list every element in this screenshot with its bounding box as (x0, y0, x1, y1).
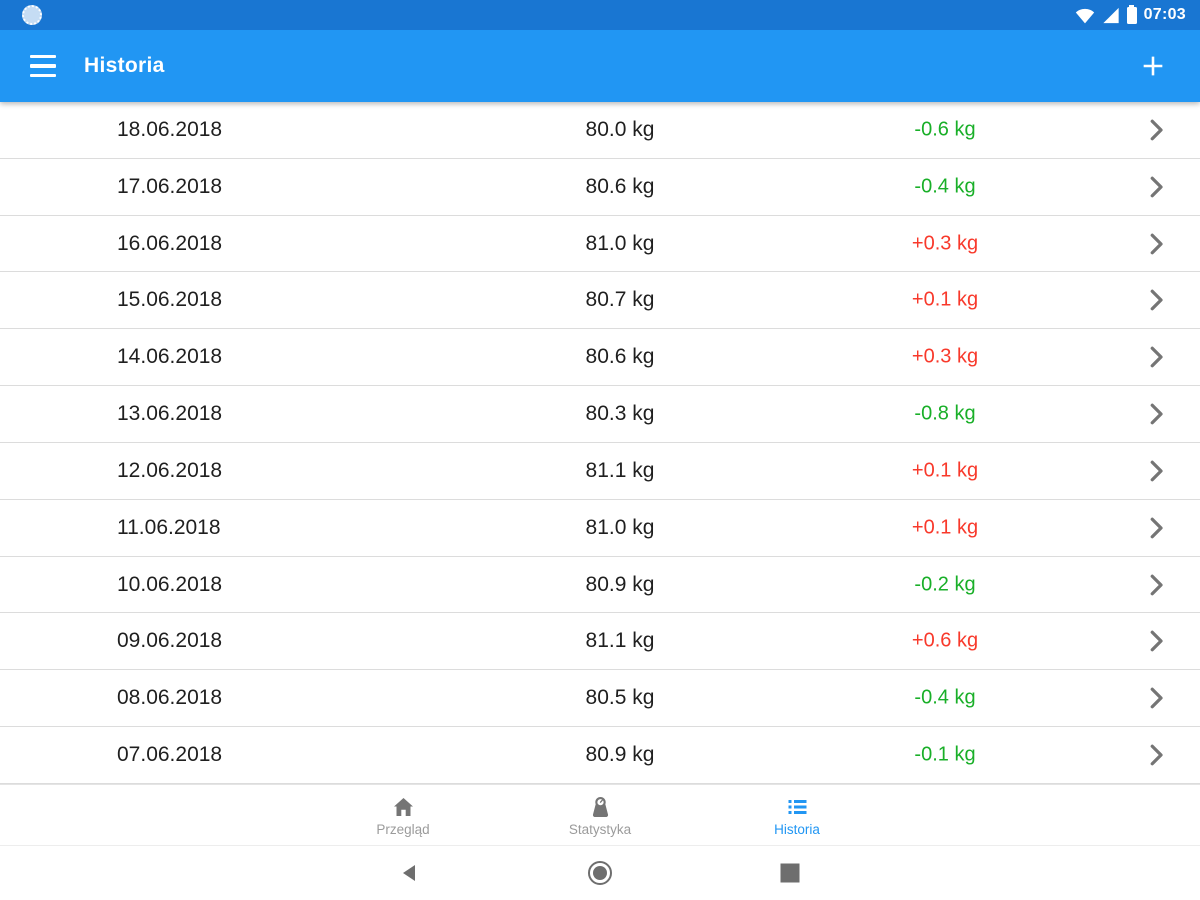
row-change: +0.1 kg (911, 516, 979, 539)
row-date: 16.06.2018 (117, 231, 223, 255)
row-weight: 80.9 kg (585, 743, 655, 767)
table-row[interactable]: 16.06.2018 81.0 kg +0.3 kg (0, 215, 1200, 273)
nav-item-przeglad[interactable]: Przegląd (305, 793, 502, 837)
row-weight: 80.0 kg (585, 117, 655, 141)
app-bar: Historia (0, 30, 1200, 102)
row-weight: 80.6 kg (585, 174, 655, 198)
row-weight: 81.0 kg (585, 231, 655, 255)
table-row[interactable]: 07.06.2018 80.9 kg -0.1 kg (0, 727, 1200, 784)
row-change: -0.4 kg (914, 686, 976, 709)
signal-icon (1102, 7, 1119, 23)
row-weight: 81.1 kg (585, 458, 655, 482)
row-weight: 80.6 kg (585, 345, 655, 369)
table-row[interactable]: 14.06.2018 80.6 kg +0.3 kg (0, 329, 1200, 387)
android-nav-bar (0, 845, 1200, 900)
nav-label: Statystyka (568, 822, 632, 837)
row-date: 14.06.2018 (117, 345, 223, 369)
status-time: 07:03 (1143, 6, 1186, 23)
row-change: +0.1 kg (911, 288, 979, 311)
row-change: +0.1 kg (911, 459, 979, 482)
row-date: 17.06.2018 (117, 174, 223, 198)
table-row[interactable]: 09.06.2018 81.1 kg +0.6 kg (0, 613, 1200, 671)
chevron-right-icon[interactable] (1141, 342, 1171, 372)
chevron-right-icon[interactable] (1141, 626, 1171, 656)
home-icon (393, 798, 413, 816)
chevron-right-icon[interactable] (1141, 172, 1171, 202)
row-date: 18.06.2018 (117, 117, 223, 141)
row-date: 07.06.2018 (117, 743, 223, 767)
row-change: -0.2 kg (914, 573, 976, 596)
row-date: 09.06.2018 (117, 629, 223, 653)
table-row[interactable]: 10.06.2018 80.9 kg -0.2 kg (0, 556, 1200, 614)
bottom-nav: Przegląd Statystyka Historia (0, 784, 1200, 845)
chevron-right-icon[interactable] (1141, 740, 1171, 770)
table-row[interactable]: 11.06.2018 81.0 kg +0.1 kg (0, 499, 1200, 557)
row-date: 13.06.2018 (117, 402, 223, 426)
row-date: 12.06.2018 (117, 458, 223, 482)
page-title: Historia (84, 54, 165, 77)
add-entry-button[interactable] (1136, 49, 1170, 83)
table-row[interactable]: 13.06.2018 80.3 kg -0.8 kg (0, 386, 1200, 443)
home-button[interactable] (586, 859, 614, 887)
hamburger-icon (30, 64, 56, 68)
hamburger-icon (30, 55, 56, 59)
chevron-right-icon[interactable] (1141, 115, 1171, 145)
table-row[interactable]: 15.06.2018 80.7 kg +0.1 kg (0, 272, 1200, 330)
row-weight: 81.1 kg (585, 629, 655, 653)
row-weight: 80.3 kg (585, 402, 655, 426)
wifi-icon (1075, 8, 1094, 23)
row-date: 15.06.2018 (117, 288, 223, 312)
recents-button[interactable] (780, 863, 800, 883)
nav-label: Przegląd (376, 822, 430, 837)
list-icon (788, 800, 806, 814)
row-weight: 81.0 kg (585, 515, 655, 539)
table-row[interactable]: 18.06.2018 80.0 kg -0.6 kg (0, 102, 1200, 159)
row-weight: 80.9 kg (585, 572, 655, 596)
home-circle-icon (588, 861, 612, 885)
row-date: 08.06.2018 (117, 686, 223, 710)
plus-icon (1143, 56, 1163, 76)
status-icons: 07:03 (1075, 4, 1186, 24)
row-date: 11.06.2018 (117, 515, 221, 539)
row-change: -0.4 kg (914, 175, 976, 198)
row-weight: 80.5 kg (585, 686, 655, 710)
status-bar: 07:03 (0, 0, 1200, 30)
nav-item-statystyka[interactable]: Statystyka (502, 793, 699, 837)
nav-label: Historia (774, 822, 820, 837)
chevron-right-icon[interactable] (1141, 683, 1171, 713)
scale-icon (592, 797, 608, 817)
nav-item-historia[interactable]: Historia (699, 793, 896, 837)
back-button[interactable] (398, 861, 422, 885)
recents-square-icon (780, 863, 800, 883)
row-date: 10.06.2018 (117, 572, 223, 596)
chevron-right-icon[interactable] (1141, 229, 1171, 259)
chevron-right-icon[interactable] (1141, 399, 1171, 429)
notification-circle-icon (22, 5, 42, 25)
row-change: +0.3 kg (911, 232, 979, 255)
chevron-right-icon[interactable] (1141, 513, 1171, 543)
table-row[interactable]: 12.06.2018 81.1 kg +0.1 kg (0, 442, 1200, 500)
table-row[interactable]: 08.06.2018 80.5 kg -0.4 kg (0, 670, 1200, 728)
table-row[interactable]: 17.06.2018 80.6 kg -0.4 kg (0, 158, 1200, 216)
row-change: +0.3 kg (911, 345, 979, 368)
chevron-right-icon[interactable] (1141, 456, 1171, 486)
back-icon (403, 865, 415, 881)
row-change: -0.1 kg (914, 743, 976, 766)
row-change: -0.6 kg (914, 118, 976, 141)
chevron-right-icon[interactable] (1141, 285, 1171, 315)
menu-button[interactable] (30, 55, 58, 77)
row-weight: 80.7 kg (585, 288, 655, 312)
chevron-right-icon[interactable] (1141, 570, 1171, 600)
hamburger-icon (30, 73, 56, 77)
battery-icon (1126, 4, 1137, 24)
row-change: -0.8 kg (914, 402, 976, 425)
row-change: +0.6 kg (911, 629, 979, 652)
history-list: 18.06.2018 80.0 kg -0.6 kg 17.06.2018 80… (0, 102, 1200, 784)
